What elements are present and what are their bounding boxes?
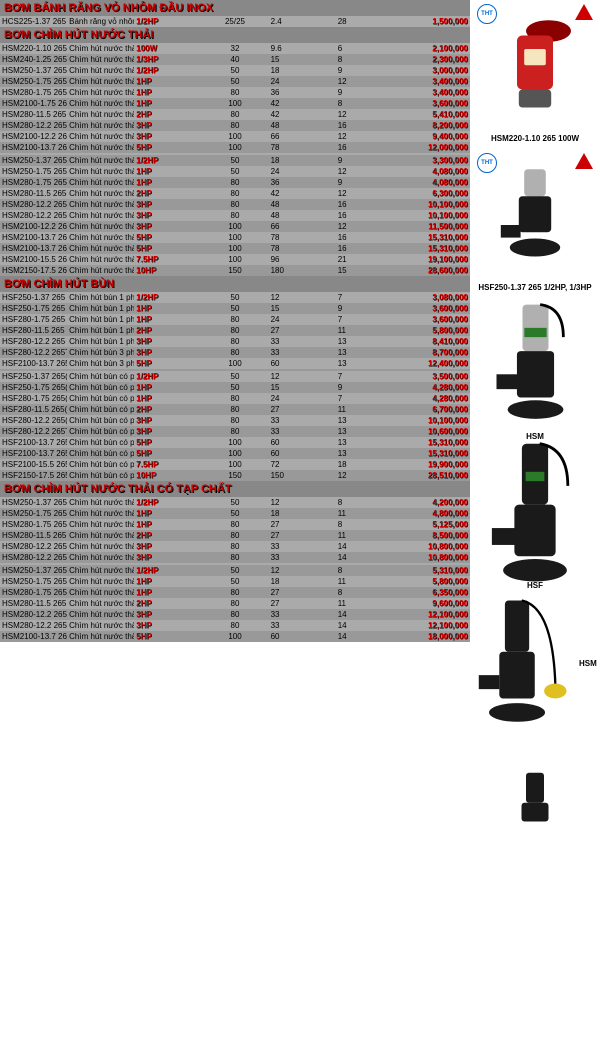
- price-row: HSM2100-15.5 265T(P)Chìm hút nước thải c…: [0, 254, 470, 265]
- price-row: HSF280-11.5 265Chìm hút bùn 1 pha2HP8027…: [0, 325, 470, 336]
- price-row: HSM250-1.37 265 (PS)Chìm hút nước thải p…: [0, 565, 470, 576]
- triangle-logo-icon: [575, 4, 593, 20]
- product-card: THT HSF250-1.37 265 1/2HP, 1/3HP: [472, 151, 598, 294]
- price-row: HSM2100-13.7 265(P)Chìm hút nước thải có…: [0, 232, 470, 243]
- price-row: HSM250-1.75 265Chìm hút nước thải 1 pha1…: [0, 76, 470, 87]
- product-card: HSF: [472, 449, 598, 592]
- price-row: HSM250-1.75 265 (SB)Chìm hút nước thải c…: [0, 508, 470, 519]
- triangle-logo-icon: [575, 153, 593, 169]
- price-row: HSF2100-13.7 265T(P)Chìm hút bùn có phao…: [0, 448, 470, 459]
- price-row: HSM2100-12.2 265(P)Chìm hút nước thải có…: [0, 221, 470, 232]
- price-row: HSM2150-17.5 265T(P)Chìm hút nước thải c…: [0, 265, 470, 276]
- product-card: [472, 734, 598, 868]
- price-row: HSM280-1.75 265 (SB)Chìm hút nước thải c…: [0, 519, 470, 530]
- tht-logo-icon: THT: [477, 153, 497, 173]
- product-caption: HSM: [577, 657, 599, 670]
- price-row: HSM2100-1.75 265Chìm hút nước thải 1 pha…: [0, 98, 470, 109]
- product-caption: [472, 864, 598, 868]
- price-row: HSM280-12.2 265T (PS)Chìm hút nước thải …: [0, 620, 470, 631]
- price-row: HSF2100-13.7 265TChìm hút bùn 3 pha5HP10…: [0, 358, 470, 369]
- price-row: HSF280-12.2 265T(P)Chìm hút bùn có phao …: [0, 426, 470, 437]
- price-row: HSF280-11.5 265(P)Chìm hút bùn có phao 1…: [0, 404, 470, 415]
- price-row: HSM280-11.5 265 (SB)Chìm hút nước thải c…: [0, 530, 470, 541]
- pump-illustration: [472, 598, 577, 728]
- price-row: HSF250-1.75 265(P)Chìm hút bùn có phao 1…: [0, 382, 470, 393]
- pump-illustration: [475, 734, 595, 864]
- price-row: HSM2100-13.7 265T (PS)Chìm hút nước thải…: [0, 631, 470, 642]
- pump-illustration: THT: [475, 2, 595, 132]
- price-row: HSM250-1.37 265Chìm hút nước thải 1 pha1…: [0, 65, 470, 76]
- price-row: HSM280-1.75 265(P)Chìm hút nước thải có …: [0, 177, 470, 188]
- price-table: BƠM BÁNH RĂNG VỎ NHÔM ĐẦU INOXHCS225-1.3…: [0, 0, 470, 642]
- tht-logo-icon: THT: [477, 4, 497, 24]
- price-row: HSM220-1.10 265Chìm hút nước thải100W329…: [0, 43, 470, 54]
- pump-illustration: [475, 300, 595, 430]
- price-row: HSF250-1.37 265Chìm hút bùn 1 pha1/2HP50…: [0, 292, 470, 303]
- price-row: HSM2100-13.7 265T(P)Chìm hút nước thải c…: [0, 243, 470, 254]
- section-header: BƠM BÁNH RĂNG VỎ NHÔM ĐẦU INOX: [0, 0, 470, 16]
- price-row: HSM280-12.2 265T(P)Chìm hút nước thải có…: [0, 210, 470, 221]
- price-row: HSM250-1.37 265(P)Chìm hút nước thải có …: [0, 155, 470, 166]
- price-row: HSM2100-13.7 265TChìm hút nước thải 3 ph…: [0, 142, 470, 153]
- price-row: HSM280-11.5 265(P)Chìm hút nước thải có …: [0, 188, 470, 199]
- price-row: HCS225-1.37 265Bánh răng vỏ nhôm đầu ino…: [0, 16, 470, 27]
- price-row: HSM280-12.2 265 (PS)Chìm hút nước thải p…: [0, 609, 470, 620]
- product-caption: HSM220-1.10 265 100W: [472, 132, 598, 145]
- price-row: HSM280-11.5 265 (PS)Chìm hút nước thải p…: [0, 598, 470, 609]
- price-row: HSM240-1.25 265Chìm hút nước thải1/3HP40…: [0, 54, 470, 65]
- price-row: HSF2150-17.5 265T(P)Chìm hút bùn có phao…: [0, 470, 470, 481]
- price-row: HSM250-1.37 265 (SB)Chìm hút nước thải c…: [0, 497, 470, 508]
- price-row: HSM280-12.2 265(P)Chìm hút nước thải có …: [0, 199, 470, 210]
- section-header: BƠM CHÌM HÚT BÙN: [0, 276, 470, 292]
- price-row: HSM280-11.5 265Chìm hút nước thải 1 pha2…: [0, 109, 470, 120]
- price-row: HSM250-1.75 265(P)Chìm hút nước thải có …: [0, 166, 470, 177]
- price-row: HSM250-1.75 265 (PS)Chìm hút nước thải p…: [0, 576, 470, 587]
- product-caption: HSF250-1.37 265 1/2HP, 1/3HP: [472, 281, 598, 294]
- section-header: BƠM CHÌM HÚT NƯỚC THẢI CÓ TẠP CHẤT: [0, 481, 470, 497]
- price-row: HSM2100-12.2 265Chìm hút nước thải 1 pha…: [0, 131, 470, 142]
- product-card: HSM: [472, 598, 598, 728]
- pump-illustration: THT: [475, 151, 595, 281]
- price-row: HSM280-12.2 265T (SB)Chìm hút nước thải …: [0, 552, 470, 563]
- product-card: THT HSM220-1.10 265 100W: [472, 2, 598, 145]
- price-row: HSF280-1.75 265Chìm hút bùn 1 pha1HP8024…: [0, 314, 470, 325]
- price-table-container: BƠM BÁNH RĂNG VỎ NHÔM ĐẦU INOXHCS225-1.3…: [0, 0, 470, 876]
- price-row: HSF2100-13.7 265(P)Chìm hút bùn có phao …: [0, 437, 470, 448]
- price-row: HSF280-1.75 265(P)Chìm hút bùn có phao 1…: [0, 393, 470, 404]
- section-header: BƠM CHÌM HÚT NƯỚC THẢI: [0, 27, 470, 43]
- price-row: HSM280-12.2 265Chìm hút nước thải 1 pha3…: [0, 120, 470, 131]
- price-row: HSM280-1.75 265Chìm hút nước thải 1 pha1…: [0, 87, 470, 98]
- price-row: HSF250-1.37 265(P)Chìm hút bùn có phao 1…: [0, 371, 470, 382]
- product-sidebar: THT HSM220-1.10 265 100W THT HSF250-1.37 26…: [470, 0, 600, 876]
- pump-illustration: [475, 449, 595, 579]
- price-row: HSF250-1.75 265Chìm hút bùn 1 pha1HP5015…: [0, 303, 470, 314]
- price-row: HSF2100-15.5 265T(P)Chìm hút bùn có phao…: [0, 459, 470, 470]
- price-row: HSF280-12.2 265(P)Chìm hút bùn có phao 1…: [0, 415, 470, 426]
- price-row: HSF280-12.2 265Chìm hút bùn 1 pha3HP8033…: [0, 336, 470, 347]
- price-row: HSF280-12.2 265TChìm hút bùn 3 pha3HP803…: [0, 347, 470, 358]
- price-row: HSM280-12.2 265 (SB)Chìm hút nước thải c…: [0, 541, 470, 552]
- product-card: HSM: [472, 300, 598, 443]
- price-row: HSM280-1.75 265 (PS)Chìm hút nước thải p…: [0, 587, 470, 598]
